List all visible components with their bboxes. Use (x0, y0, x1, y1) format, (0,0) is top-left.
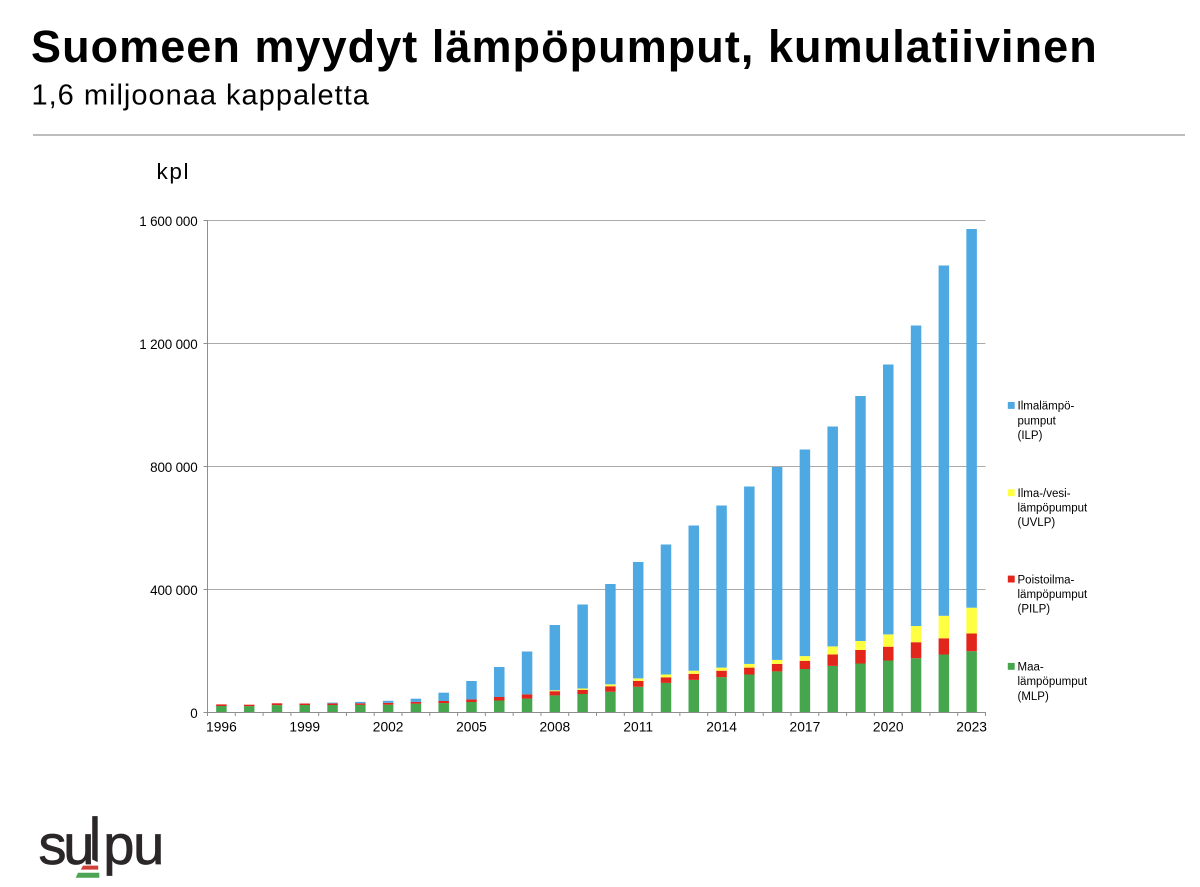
svg-text:800 000: 800 000 (150, 460, 197, 475)
svg-text:kpl: kpl (157, 159, 191, 184)
svg-text:2005: 2005 (456, 719, 487, 734)
svg-text:lämpöpumput: lämpöpumput (1018, 676, 1088, 688)
svg-text:lämpöpumput: lämpöpumput (1018, 589, 1088, 601)
svg-text:Poistoilma-: Poistoilma- (1018, 574, 1075, 586)
svg-text:2017: 2017 (790, 719, 821, 734)
svg-text:2023: 2023 (956, 719, 987, 734)
svg-text:1 200 000: 1 200 000 (139, 337, 197, 352)
svg-text:p: p (103, 813, 134, 876)
svg-text:(PILP): (PILP) (1018, 604, 1051, 616)
svg-text:pumput: pumput (1018, 415, 1057, 427)
svg-text:lämpöpumput: lämpöpumput (1018, 503, 1088, 515)
svg-text:Ilmalämpö-: Ilmalämpö- (1018, 401, 1075, 413)
svg-text:0: 0 (190, 706, 197, 721)
svg-text:Ilma-/vesi-: Ilma-/vesi- (1018, 488, 1071, 500)
svg-text:2008: 2008 (539, 719, 570, 734)
svg-text:1999: 1999 (289, 719, 320, 734)
svg-text:Maa-: Maa- (1018, 662, 1044, 674)
svg-text:(ILP): (ILP) (1018, 430, 1043, 442)
svg-text:u: u (133, 813, 164, 876)
svg-text:Suomeen myydyt lämpöpumput, ku: Suomeen myydyt lämpöpumput, kumulatiivin… (31, 21, 1098, 72)
svg-text:2014: 2014 (706, 719, 737, 734)
svg-text:(UVLP): (UVLP) (1018, 517, 1056, 529)
svg-text:2002: 2002 (373, 719, 404, 734)
svg-text:2011: 2011 (623, 719, 653, 734)
svg-text:s: s (39, 813, 67, 876)
svg-text:(MLP): (MLP) (1018, 691, 1049, 703)
svg-text:1,6 miljoonaa kappaletta: 1,6 miljoonaa kappaletta (32, 80, 370, 112)
svg-text:400 000: 400 000 (150, 583, 197, 598)
svg-text:1 600 000: 1 600 000 (139, 214, 197, 229)
svg-text:1996: 1996 (206, 719, 237, 734)
svg-text:2020: 2020 (873, 719, 904, 734)
